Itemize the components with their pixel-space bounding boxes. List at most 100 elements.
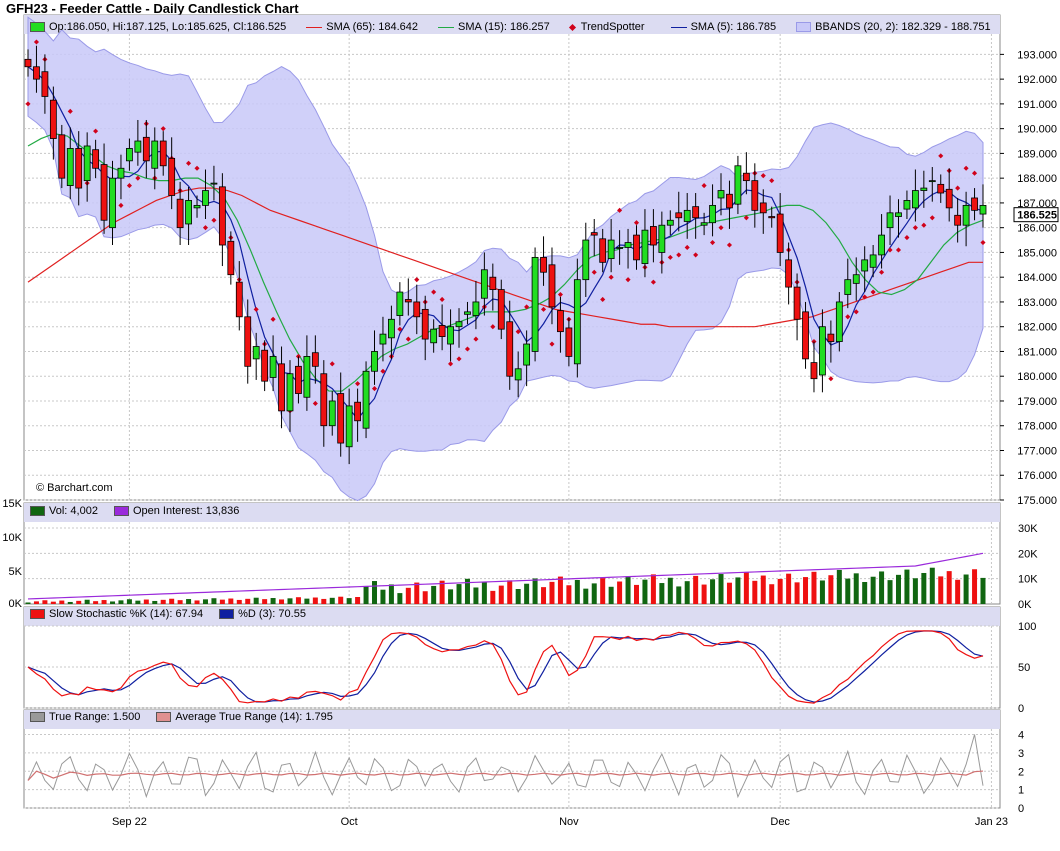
candle-body-31 (286, 373, 294, 412)
candle-body-104 (903, 200, 911, 210)
candle-body-87 (759, 202, 767, 214)
candle-body-50 (447, 326, 454, 345)
volume-bar-60 (532, 578, 538, 604)
candle-body-103 (895, 212, 902, 217)
volume-bar-48 (431, 585, 437, 604)
candle-body-76 (666, 219, 674, 226)
candle-body-41 (371, 351, 378, 372)
x-tick-4: Jan 23 (975, 816, 1008, 828)
volume-bar-15 (152, 600, 158, 604)
trend-dot-81 (710, 239, 716, 246)
candle-body-14 (142, 136, 150, 162)
trend-dot-20 (194, 165, 200, 171)
volume-bar-80 (701, 584, 707, 604)
volume-bar-2 (42, 600, 48, 604)
trend-dot-95 (828, 376, 834, 382)
chart-title: GFH23 - Feeder Cattle - Daily Candlestic… (6, 1, 299, 16)
volume-bar-31 (287, 598, 293, 604)
trend-dot-67 (591, 269, 597, 275)
price-tick-6: 187.000 (1017, 198, 1057, 210)
candle-body-98 (852, 274, 860, 284)
candle-body-39 (354, 401, 362, 422)
legend-sma15: SMA (15): 186.257 (458, 21, 550, 33)
trend-dot-85 (743, 215, 749, 221)
candle-body-43 (388, 318, 395, 339)
candle-body-91 (793, 286, 801, 320)
volume-bar-36 (329, 597, 335, 604)
candle-body-74 (649, 226, 657, 246)
candle-body-99 (861, 259, 869, 272)
vol-tick-2: 10K (1018, 574, 1038, 586)
volume-bar-98 (853, 573, 859, 604)
candle-body-66 (582, 239, 590, 281)
legend-tr: True Range: 1.500 Average True Range (14… (30, 711, 333, 723)
volume-bar-100 (870, 576, 876, 604)
candle-body-6 (75, 148, 83, 189)
candle-body-16 (159, 140, 167, 167)
volume-bar-9 (101, 600, 107, 604)
candle-body-2 (41, 71, 49, 97)
volume-bar-26 (245, 598, 251, 604)
legend-stoch: Slow Stochastic %K (14): 67.94 %D (3): 7… (30, 608, 306, 620)
volume-bar-88 (769, 584, 775, 604)
candle-body-105 (911, 190, 919, 209)
volume-bar-42 (380, 589, 386, 604)
candle-body-82 (717, 190, 725, 199)
volume-bar-66 (583, 588, 589, 604)
stoch-tick-0: 100 (1018, 621, 1036, 633)
volume-bar-39 (355, 597, 361, 604)
candle-body-72 (633, 234, 640, 261)
candle-body-95 (827, 333, 835, 342)
volume-bar-6 (76, 600, 82, 604)
volume-bar-65 (574, 579, 580, 604)
volume-bar-102 (887, 580, 893, 604)
volume-bar-20 (194, 600, 200, 604)
volume-bar-25 (236, 599, 242, 604)
volume-bar-37 (338, 596, 344, 604)
candle-body-100 (869, 254, 877, 268)
volume-bar-35 (321, 598, 327, 604)
volume-bar-75 (659, 583, 665, 604)
volume-bar-84 (735, 577, 741, 604)
candle-body-20 (193, 204, 201, 209)
volume-bar-109 (946, 571, 952, 604)
legend-atr: Average True Range (14): 1.795 (175, 711, 333, 723)
true-range-line (27, 734, 984, 799)
volume-bar-77 (676, 586, 682, 604)
trend-dot-49 (439, 296, 445, 303)
candle-body-26 (244, 316, 252, 367)
candle-body-28 (261, 349, 269, 382)
trend-dot-45 (405, 336, 411, 342)
trend-dot-101 (879, 269, 885, 275)
vol-left-tick-1: 10K (2, 532, 22, 544)
volume-bar-27 (253, 597, 259, 604)
volume-bar-23 (219, 599, 225, 604)
watermark: © Barchart.com (36, 482, 113, 494)
candle-body-36 (328, 400, 336, 427)
volume-bar-107 (929, 567, 935, 604)
candle-body-81 (709, 204, 716, 224)
candle-body-61 (540, 256, 547, 273)
legend-trend: TrendSpotter (580, 21, 645, 33)
panel-header-tr (24, 710, 1000, 729)
sma65-swatch (306, 26, 323, 28)
volume-bar-96 (836, 569, 842, 604)
candle-body-62 (548, 264, 556, 308)
candle-body-0 (24, 58, 32, 68)
candle-body-93 (810, 362, 818, 380)
x-tick-2: Nov (559, 816, 579, 828)
d-swatch (219, 609, 235, 619)
volume-bar-1 (33, 601, 39, 604)
volume-bar-59 (524, 583, 530, 604)
candle-body-86 (751, 180, 759, 211)
trend-dot-16 (160, 126, 166, 132)
candle-body-71 (624, 242, 632, 248)
price-tick-0: 193.000 (1017, 49, 1057, 61)
candle-body-37 (337, 393, 345, 444)
volume-bar-44 (397, 593, 403, 604)
trend-dot-88 (769, 178, 775, 184)
legend-volume: Vol: 4,002 Open Interest: 13,836 (30, 505, 239, 517)
trend-dot-22 (211, 217, 217, 223)
candle-body-83 (726, 193, 733, 209)
candle-body-15 (151, 140, 159, 169)
